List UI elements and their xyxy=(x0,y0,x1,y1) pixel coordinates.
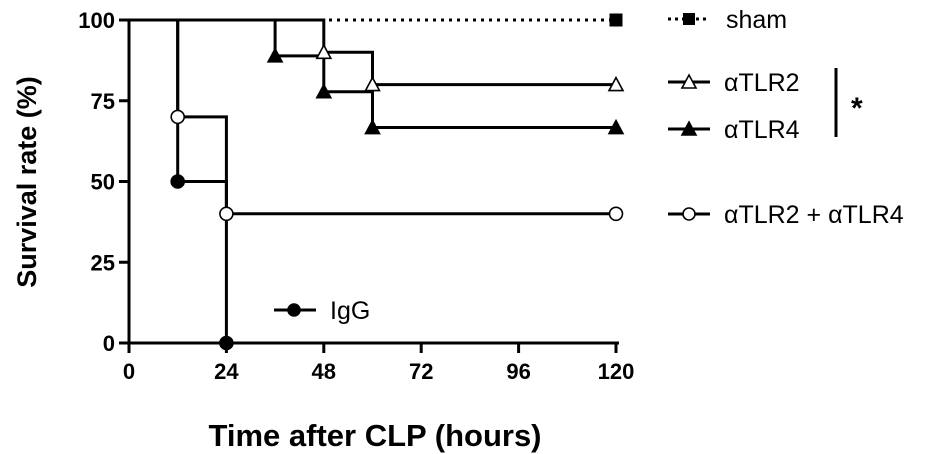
legend-sham-marker xyxy=(683,13,695,25)
data-point-sham xyxy=(609,13,623,27)
data-point-igg xyxy=(170,174,185,189)
x-tick-label: 24 xyxy=(214,359,239,384)
x-tick-label: 72 xyxy=(409,359,433,384)
data-point-atlr2 xyxy=(364,75,381,92)
legend-atlr4-marker xyxy=(680,120,698,136)
data-point-atlr4 xyxy=(315,83,333,99)
y-axis-title: Survival rate (%) xyxy=(12,76,42,288)
legend-combo-marker xyxy=(682,207,696,221)
x-tick-label: 120 xyxy=(598,359,635,384)
x-axis-title: Time after CLP (hours) xyxy=(208,418,541,453)
x-tick-label: 48 xyxy=(312,359,336,384)
significance-star: * xyxy=(851,92,863,125)
y-tick-label: 25 xyxy=(91,250,115,275)
data-point-atlr4 xyxy=(607,118,625,135)
data-point-igg xyxy=(219,335,234,351)
legend-atlr2-label: αTLR2 xyxy=(724,69,800,97)
ticks-layer: 0 25 50 75 100 0 24 48 72 96 120 xyxy=(78,8,634,384)
legend-igg-marker xyxy=(287,303,301,317)
legend-item-atlr2-atlr4: αTLR2 + αTLR4 xyxy=(668,201,904,229)
legend-atlr2-marker xyxy=(680,73,698,89)
x-tick-label: 0 xyxy=(123,359,135,384)
legend-sham-label: sham xyxy=(726,6,787,34)
legend-atlr4-label: αTLR4 xyxy=(724,116,800,144)
data-point-atlr2-atlr4 xyxy=(170,109,185,125)
legend-item-sham: sham xyxy=(668,6,787,34)
legend-item-igg: IgG xyxy=(274,297,370,325)
y-tick-label: 50 xyxy=(91,170,115,195)
y-tick-label: 75 xyxy=(91,89,115,114)
data-point-atlr2-atlr4 xyxy=(219,206,234,222)
legend: sham αTLR2 αTLR4 αTLR2 + αTLR4 IgG xyxy=(274,6,904,325)
legend-item-atlr2: αTLR2 xyxy=(668,69,800,97)
data-point-atlr2 xyxy=(315,43,333,60)
legend-item-atlr4: αTLR4 xyxy=(668,116,800,144)
legend-igg-label: IgG xyxy=(330,297,370,325)
markers-layer xyxy=(170,13,625,351)
series-line-atlr2 xyxy=(129,18,616,87)
legend-combo-label: αTLR2 + αTLR4 xyxy=(724,201,904,229)
data-point-atlr2 xyxy=(607,75,625,92)
x-tick-label: 96 xyxy=(506,359,530,384)
y-tick-label: 100 xyxy=(78,8,115,33)
significance-annotation: * xyxy=(834,68,863,137)
series-layer xyxy=(129,18,616,343)
y-tick-label: 0 xyxy=(103,331,115,356)
data-point-atlr4 xyxy=(364,118,381,135)
data-point-atlr4 xyxy=(266,47,284,63)
data-point-atlr2-atlr4 xyxy=(608,206,624,222)
